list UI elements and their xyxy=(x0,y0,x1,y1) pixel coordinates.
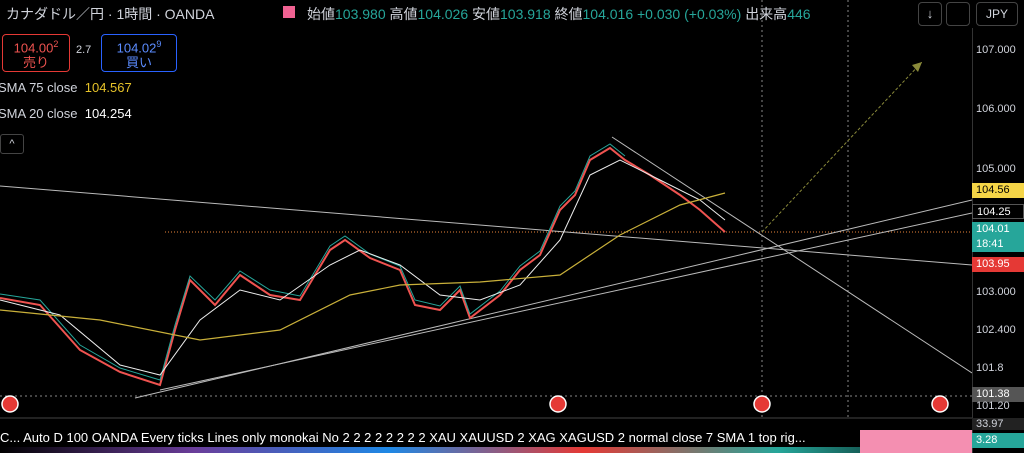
value: 103.918 xyxy=(500,6,551,22)
price-label: 107.000 xyxy=(976,44,1016,56)
value: 104.026 xyxy=(417,6,469,22)
cursor-price: 101.38 xyxy=(972,387,1024,402)
label: 安値 xyxy=(472,6,500,22)
change: +0.030 (+0.03%) xyxy=(637,6,742,22)
price: 104.02 xyxy=(116,40,157,56)
value: 103.980 xyxy=(335,6,386,22)
value: 104.016 xyxy=(582,6,634,22)
currency[interactable]: JPY xyxy=(976,2,1018,26)
status-value: 3.28 xyxy=(972,433,1024,448)
value: 446 xyxy=(787,6,811,22)
collapse-button[interactable]: ^ xyxy=(0,134,24,154)
price-sup: 2 xyxy=(53,39,59,49)
price-label: 103.000 xyxy=(976,286,1016,298)
sma20 xyxy=(0,159,726,376)
label: 出来高 xyxy=(745,6,788,22)
status-strip xyxy=(0,447,972,453)
status-panel xyxy=(860,430,972,453)
status-value: 33.97 xyxy=(972,418,1024,430)
indicator: SMA 75 close 104.567 xyxy=(0,80,132,95)
value: 104.567 xyxy=(84,80,132,95)
low-label: 103.95 xyxy=(972,257,1024,272)
name: SMA 75 close xyxy=(0,80,78,95)
projection xyxy=(761,61,923,233)
last-price: 104.01 xyxy=(972,222,1024,237)
price-label: 101.20 xyxy=(976,401,1010,411)
spread: 2.7 xyxy=(76,44,92,56)
indicator: SMA 20 close 104.254 xyxy=(0,106,132,121)
label: 終値 xyxy=(554,6,583,22)
buy-button[interactable]: 104.029 買い xyxy=(101,34,177,72)
label: 高値 xyxy=(389,6,418,22)
price-label: 106.000 xyxy=(976,103,1016,115)
chart-drawing xyxy=(0,0,972,420)
down-button[interactable]: ↓ xyxy=(918,2,942,26)
label: 始値 xyxy=(307,6,335,22)
trendlines xyxy=(0,136,972,399)
sma20-label: 104.25 xyxy=(972,204,1024,219)
label: 買い xyxy=(125,55,152,71)
event-icons xyxy=(1,395,949,413)
symbol: カナダドル／円 · 1時間 · OANDA xyxy=(6,6,215,22)
ohlc: 始値103.980 高値104.026 安値103.918 終値104.016 … xyxy=(307,4,811,24)
refresh-button[interactable] xyxy=(946,2,970,26)
price: 104.00 xyxy=(13,40,54,56)
countdown: 18:41 xyxy=(972,237,1024,252)
label: 売り xyxy=(22,55,49,71)
name: SMA 20 close xyxy=(0,106,78,121)
status-script: C... Auto D 100 OANDA Every ticks Lines … xyxy=(0,430,806,445)
sma75-label: 104.56 xyxy=(972,183,1024,198)
price-label: 105.000 xyxy=(976,163,1016,175)
flag xyxy=(283,6,295,18)
arrow-head xyxy=(912,62,922,72)
price-label: 101.8 xyxy=(976,362,1004,374)
price-label: 102.400 xyxy=(976,324,1016,336)
sma75 xyxy=(0,192,726,341)
price-path xyxy=(0,146,726,387)
price-sup: 9 xyxy=(156,39,162,49)
sell-button[interactable]: 104.002 売り xyxy=(2,34,70,72)
value: 104.254 xyxy=(84,106,132,121)
